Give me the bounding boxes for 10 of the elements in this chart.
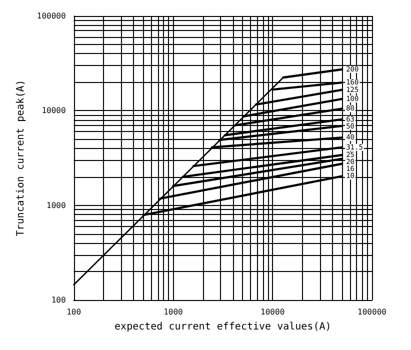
y-tick-label: 10000	[42, 106, 66, 116]
x-tick-label: 100000	[358, 308, 387, 316]
x-tick-label: 100	[66, 308, 82, 316]
x-tick-label: 1000	[164, 308, 184, 316]
y-tick-label: 1000	[46, 200, 66, 210]
x-tick-label: 10000	[260, 308, 285, 316]
y-tick-label: 100	[51, 296, 66, 304]
y-axis-title: Truncation current peak(A)	[16, 80, 26, 236]
x-axis-title: expected current effective values(A)	[114, 322, 332, 332]
y-tick-label: 100000	[36, 12, 66, 20]
